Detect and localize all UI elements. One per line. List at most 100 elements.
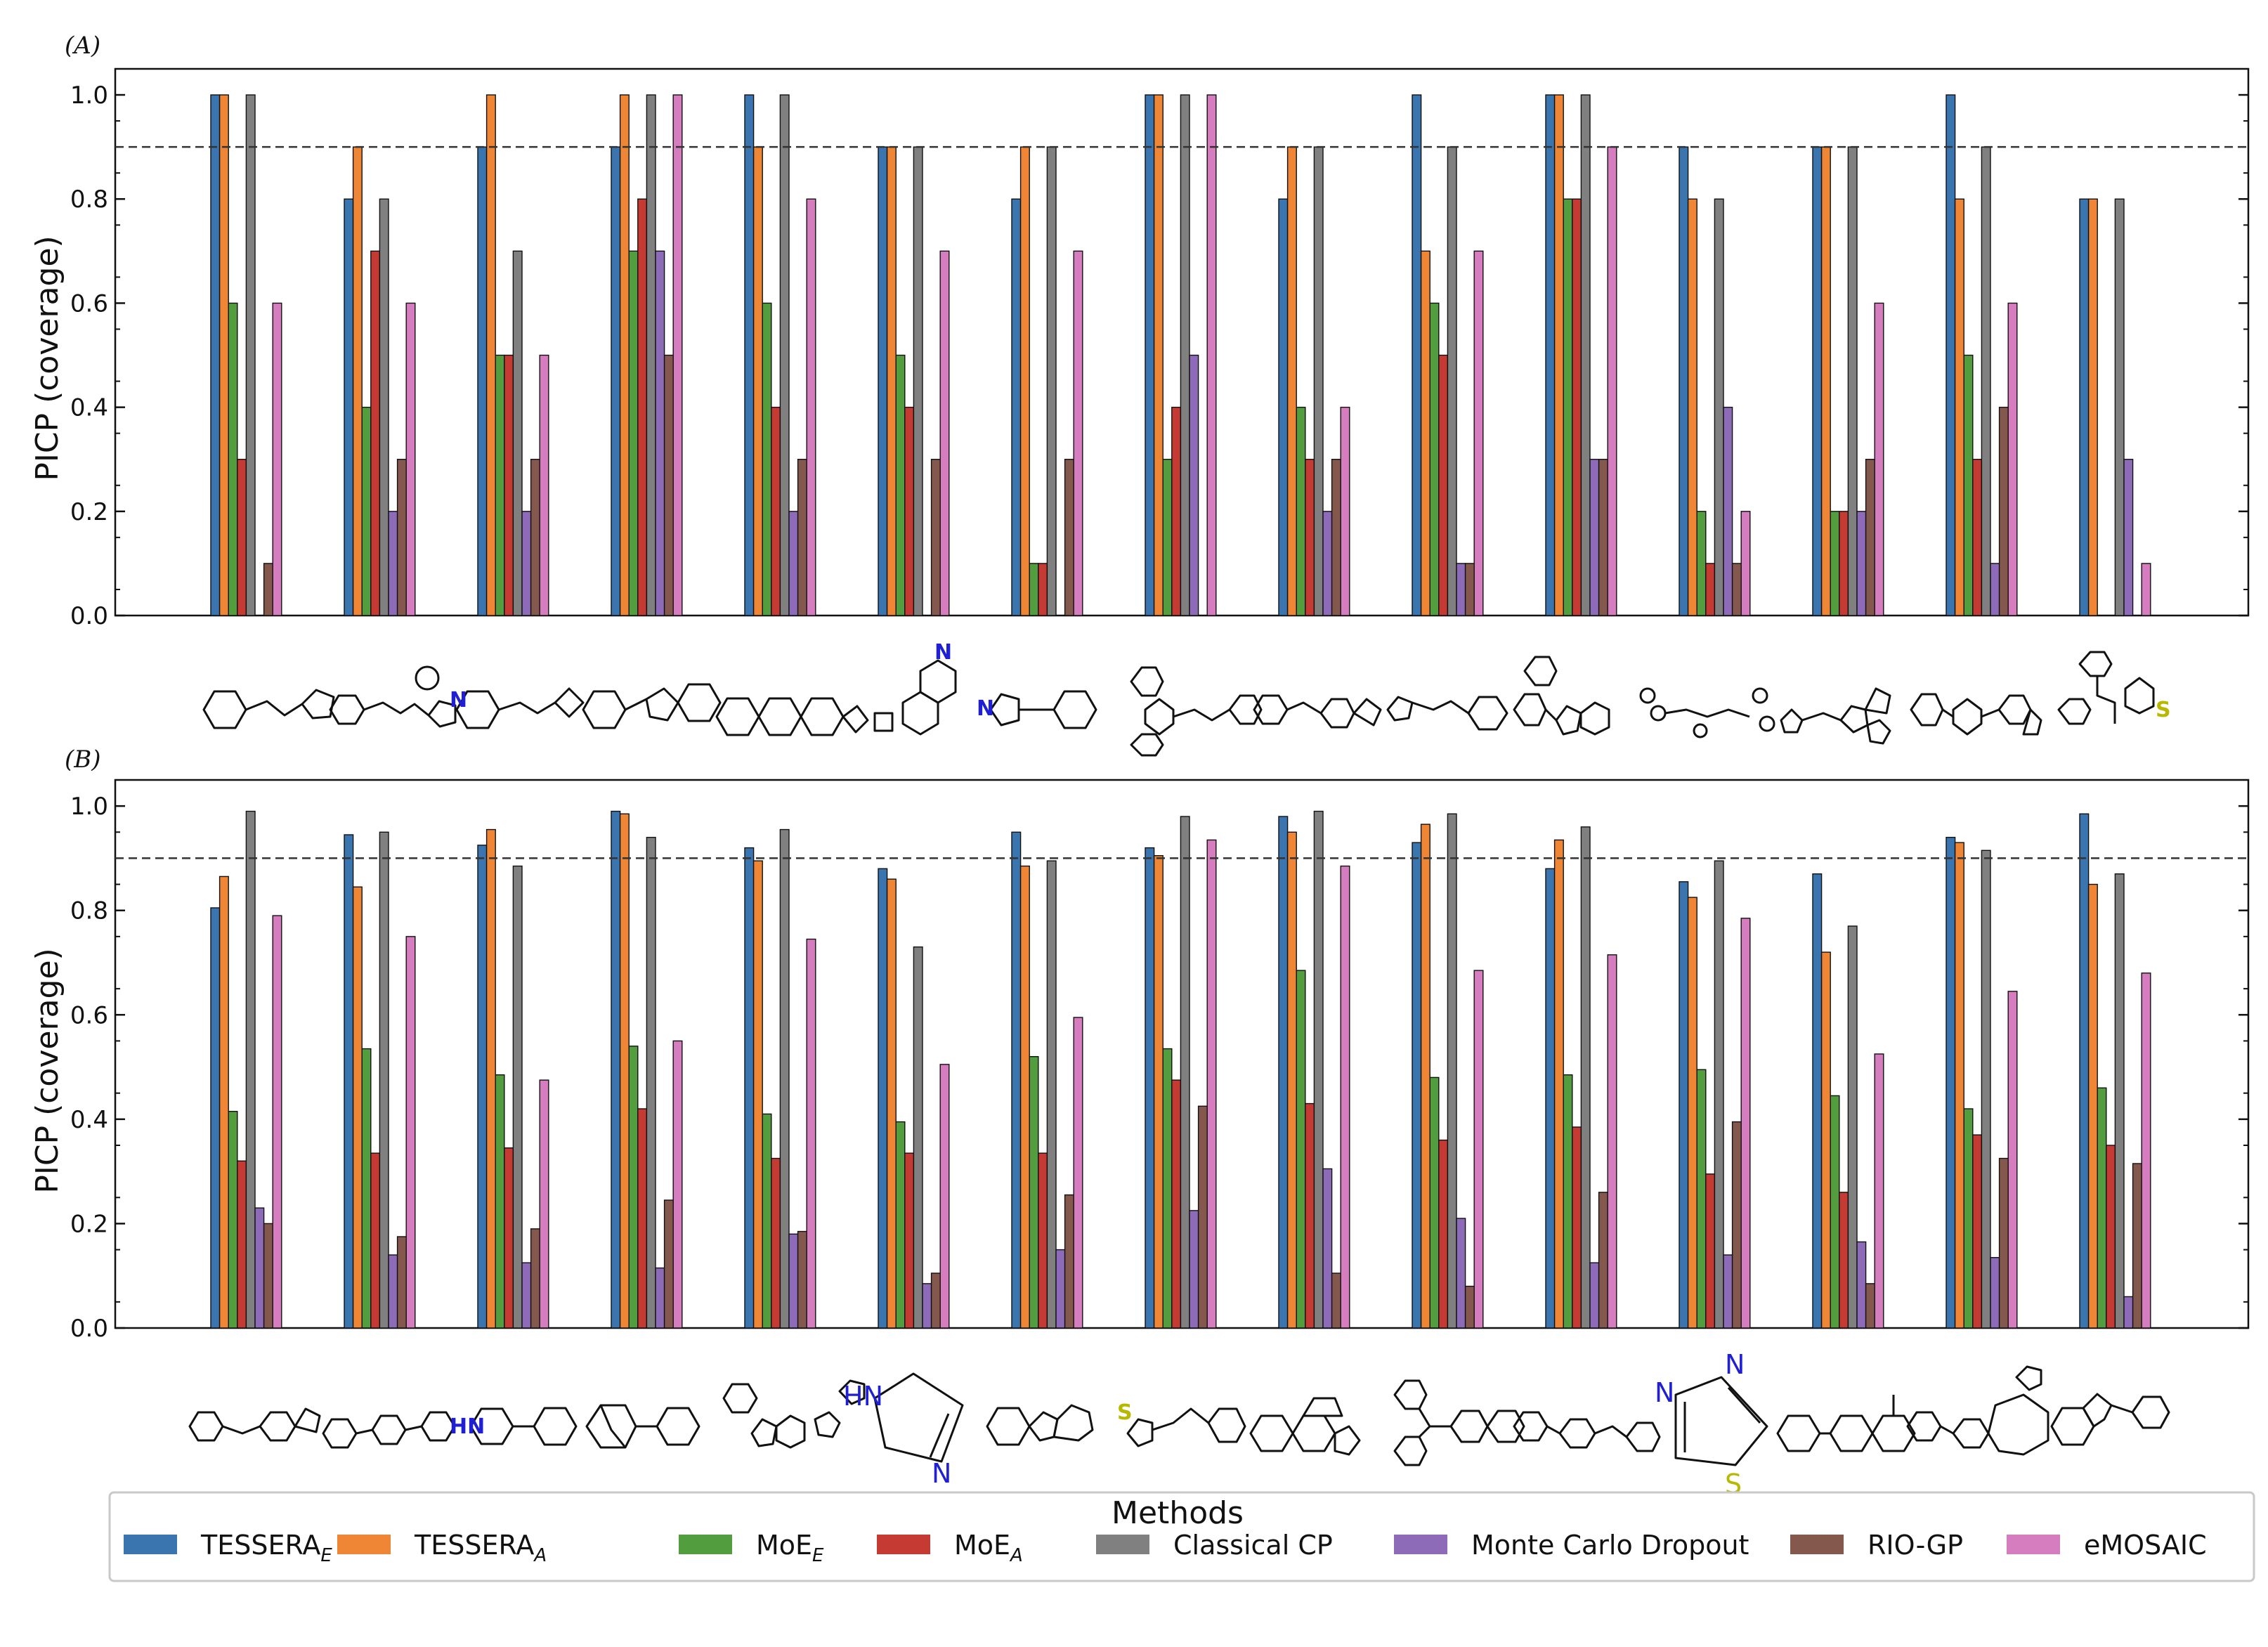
panel-b-bar-emosaic (1206, 839, 1217, 1329)
panel-b-bar-emosaic (939, 1064, 950, 1329)
molecule-structure (1393, 1379, 1525, 1466)
panel-a-bar-tessera_a (2087, 198, 2098, 616)
panel-b-bar-tessera_e (344, 834, 354, 1329)
molecule-structure (1513, 1411, 1661, 1452)
panel-a-bar-tessera_e (744, 94, 755, 616)
panel-a-bar-rio_gp (1998, 406, 2009, 616)
panel-b-bar-tessera_e (1946, 837, 1956, 1329)
svg-text:S: S (1117, 1400, 1133, 1425)
molecule-structure: N (450, 687, 585, 729)
panel-a-bar-moe_e (361, 406, 372, 616)
panel-b-bar-moe_a (1305, 1102, 1315, 1329)
panel-a-bar-moe_e (1963, 354, 1974, 616)
legend-label-classical_cp: Classical CP (1173, 1530, 1333, 1561)
panel-a-bar-tessera_e (344, 198, 354, 616)
molecule-atom-label: N (932, 1458, 951, 1489)
panel-a-bar-tessera_a (752, 146, 763, 616)
molecule-structure (585, 1404, 700, 1449)
panel-a-bar-mc_dropout (1723, 406, 1733, 616)
panel-b-bar-tessera_a (1286, 831, 1297, 1329)
molecule-structure: N N S (1655, 1349, 1768, 1499)
panel-b-bar-mc_dropout (1589, 1262, 1600, 1329)
panel-b-bar-moe_e (361, 1048, 372, 1329)
panel-b-bar-emosaic (806, 938, 816, 1329)
legend-label-tessera_e: TESSERAE (200, 1530, 332, 1566)
panel-a-bar-tessera_e (1812, 146, 1823, 616)
panel-a-bar-classical_cp (1447, 146, 1457, 616)
panel-b-bar-tessera_a (219, 875, 229, 1329)
panel-b-bar-moe_e (1563, 1074, 1573, 1329)
panel-a-bar-moe_e (895, 354, 906, 616)
panel-a-bar-moe_e (1296, 406, 1306, 616)
panel-b-bar-emosaic (539, 1079, 549, 1329)
panel-a-bar-tessera_e (878, 146, 888, 616)
panel-a-bar-tessera_e (2079, 198, 2090, 616)
panel-b-bar-tessera_e (744, 847, 755, 1329)
panel-b-bar-classical_cp (1447, 813, 1457, 1329)
panel-a-bar-tessera_e (477, 146, 488, 616)
panel-b-y-tick-label: 0.6 (70, 1001, 108, 1029)
panel-b-bar-mc_dropout (521, 1262, 532, 1329)
panel-b-bar-rio_gp (2132, 1163, 2142, 1329)
panel-b-bar-moe_a (1038, 1152, 1048, 1329)
panel-a-bar-tessera_e (1946, 94, 1956, 616)
legend-label-rio_gp: RIO-GP (1868, 1530, 1963, 1561)
panel-b-bar-moe_e (1696, 1069, 1707, 1329)
panel-a-bar-tessera_a (1820, 146, 1831, 616)
legend-title: Methods (1112, 1495, 1244, 1531)
panel-b-bar-moe_a (1972, 1134, 1983, 1329)
panel-b-bar-emosaic (1607, 954, 1617, 1329)
molecule-structure (1249, 1397, 1361, 1456)
panel-a-bar-moe_a (1438, 354, 1449, 616)
panel-b-bar-rio_gp (1464, 1285, 1475, 1329)
panel-b-bar-mc_dropout (1055, 1249, 1066, 1329)
panel-b-bar-moe_e (762, 1113, 772, 1329)
panel-a-bar-classical_cp (779, 94, 790, 616)
panel-a-bar-emosaic (1340, 406, 1350, 616)
panel-a-bar-mc_dropout (1856, 511, 1867, 616)
panel-a-bar-mc_dropout (1589, 459, 1600, 616)
legend-label-emosaic: eMOSAIC (2084, 1530, 2207, 1561)
molecule-structure (715, 697, 869, 736)
panel-b-bar-tessera_a (1954, 842, 1964, 1329)
panel-b-y-axis-label: PICP (coverage) (30, 948, 65, 1193)
panel-b-bar-tessera_e (878, 868, 888, 1329)
panel-b-bar-mc_dropout (788, 1233, 799, 1329)
legend-swatch-moe_a (877, 1535, 930, 1554)
panel-a-bar-tessera_e (1145, 94, 1155, 616)
panel-b-plot-area: 0.0 0.2 0.4 0.6 0.8 1.0 (70, 779, 2250, 1343)
molecule-structure (329, 665, 457, 728)
molecule-structure: N (977, 690, 1097, 729)
panel-a-bar-tessera_e (1545, 94, 1556, 616)
panel-b-bar-classical_cp (1580, 826, 1591, 1329)
panel-b-bar-moe_e (1029, 1056, 1039, 1329)
molecule-structure (1130, 666, 1263, 757)
panel-a-bar-tessera_e (1679, 146, 1689, 616)
panel-a-bar-emosaic (672, 94, 683, 616)
panel-a-bar-moe_a (1705, 563, 1716, 616)
panel-b-bar-classical_cp (512, 865, 523, 1329)
panel-b-bar-moe_a (2106, 1145, 2116, 1329)
panel-b-bar-classical_cp (1981, 849, 1991, 1329)
panel-a-bar-emosaic (1740, 511, 1751, 616)
panel-b-bar-moe_a (504, 1147, 514, 1329)
legend-label-moe_a: MoEA (954, 1530, 1023, 1566)
panel-a-y-axis-label: PICP (coverage) (30, 235, 65, 481)
legend-entries: TESSERAE TESSERAA MoEE MoEA Classical CP Mont… (124, 1530, 2207, 1566)
panel-b-bar-mc_dropout (1723, 1254, 1733, 1329)
panel-a-bar-moe_e (228, 302, 238, 616)
panel-b-bar-classical_cp (779, 828, 790, 1329)
panel-a-bar-moe_a (1038, 563, 1048, 616)
panel-a-bar-moe_a (771, 406, 781, 616)
panel-a-plot-area: 0.0 0.2 0.4 0.6 0.8 1.0 (70, 67, 2250, 630)
panel-a-bar-rio_gp (797, 459, 807, 616)
panel-b-bar-mc_dropout (655, 1267, 665, 1329)
panel-a-bar-classical_cp (1313, 146, 1324, 616)
panel-b-bar-emosaic (405, 936, 416, 1329)
panel-a-y-tick-label: 0.0 (70, 602, 108, 630)
panel-b-bar-rio_gp (1331, 1272, 1341, 1329)
panel-b-bar-moe_e (1296, 970, 1306, 1329)
panel-b-bar-rio_gp (1998, 1157, 2009, 1329)
panel-a-bar-moe_e (1563, 198, 1573, 616)
panel-a-bar-rio_gp (1464, 563, 1475, 616)
